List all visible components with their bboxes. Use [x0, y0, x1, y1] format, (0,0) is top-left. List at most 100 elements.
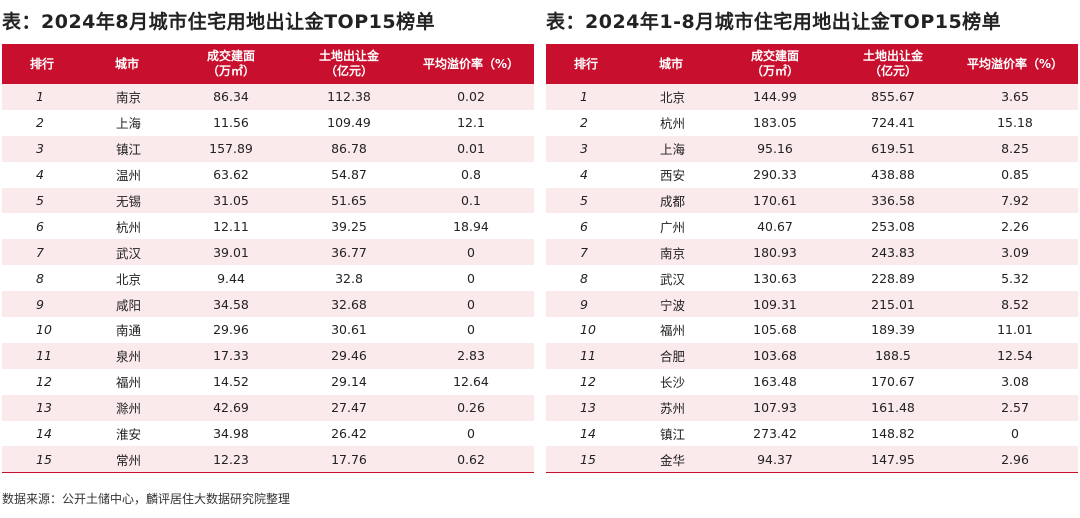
source-note: 数据来源：公开土储中心，麟评居住大数据研究院整理	[2, 492, 291, 506]
premium-rate-cell: 15.18	[997, 115, 1033, 131]
table-row: 10 南通 29.96 30.61 0	[2, 317, 534, 343]
city-cell: 上海	[660, 142, 686, 158]
table-row: 15 金华 94.37 147.95 2.96	[546, 446, 1078, 473]
city-cell: 常州	[116, 452, 142, 468]
land-revenue-cell: 147.95	[871, 451, 915, 467]
table-row: 11 泉州 17.33 29.46 2.83	[2, 342, 534, 369]
land-revenue-cell: 32.8	[335, 270, 363, 286]
rank-cell: 9	[580, 296, 588, 312]
premium-rate-cell: 0.1	[461, 193, 481, 208]
rank-cell: 8	[36, 270, 44, 286]
rank-cell: 1	[36, 89, 44, 105]
city-cell: 武汉	[116, 245, 142, 261]
land-revenue-cell: 27.47	[331, 400, 367, 416]
floor-area-cell: 34.58	[213, 296, 249, 312]
right-table-body: 1 北京 144.99 855.67 3.65 2 杭州 183.05 724.41 15.18 3…	[546, 84, 1078, 473]
land-revenue-cell: 189.39	[871, 322, 915, 338]
premium-rate-cell: 0.62	[457, 451, 485, 467]
table-row: 1 北京 144.99 855.67 3.65	[546, 84, 1078, 110]
premium-rate-cell: 2.96	[1001, 451, 1029, 467]
land-revenue-cell: 51.65	[331, 193, 367, 208]
premium-rate-cell: 0	[467, 244, 475, 260]
floor-area-cell: 42.69	[213, 400, 249, 416]
city-cell: 苏州	[660, 401, 686, 417]
table-row: 7 武汉 39.01 36.77 0	[2, 239, 534, 266]
premium-rate-cell: 12.64	[453, 374, 489, 390]
premium-rate-cell: 0.02	[457, 89, 485, 105]
premium-rate-cell: 0	[467, 426, 475, 442]
premium-rate-cell: 2.83	[457, 348, 485, 364]
rank-cell: 7	[36, 244, 44, 260]
table-row: 10 福州 105.68 189.39 11.01	[546, 317, 1078, 343]
premium-rate-cell: 8.52	[1001, 296, 1029, 312]
premium-rate-cell: 3.65	[1001, 89, 1029, 105]
column-header-city: 城市	[114, 56, 139, 71]
land-revenue-cell: 724.41	[871, 115, 915, 131]
rank-cell: 13	[580, 400, 596, 416]
floor-area-cell: 39.01	[213, 244, 249, 260]
floor-area-cell: 17.33	[213, 348, 249, 364]
city-cell: 北京	[116, 271, 142, 287]
rank-cell: 11	[36, 348, 52, 364]
land-revenue-cell: 26.42	[331, 426, 367, 442]
land-revenue-cell: 32.68	[331, 296, 367, 312]
table-row: 13 滁州 42.69 27.47 0.26	[2, 394, 534, 421]
floor-area-cell: 183.05	[753, 115, 797, 131]
table-row: 13 苏州 107.93 161.48 2.57	[546, 394, 1078, 421]
floor-area-cell: 86.34	[213, 89, 249, 105]
rank-cell: 4	[580, 167, 588, 183]
city-cell: 镇江	[116, 142, 142, 158]
table-row: 12 福州 14.52 29.14 12.64	[2, 368, 534, 395]
land-revenue-cell: 112.38	[327, 89, 371, 105]
land-revenue-cell: 215.01	[871, 296, 915, 312]
city-cell: 滁州	[116, 401, 142, 417]
premium-rate-cell: 7.92	[1001, 193, 1029, 208]
premium-rate-cell: 0	[1011, 426, 1019, 442]
land-revenue-cell: 17.76	[331, 451, 367, 467]
land-revenue-cell: 148.82	[871, 426, 915, 442]
premium-rate-cell: 0	[467, 296, 475, 312]
column-header-floor-area: 成交建面 （万㎡）	[750, 49, 799, 78]
land-revenue-cell: 188.5	[875, 348, 911, 364]
premium-rate-cell: 0.26	[457, 400, 485, 416]
city-cell: 淮安	[116, 427, 142, 443]
land-revenue-cell: 170.67	[871, 374, 915, 390]
premium-rate-cell: 18.94	[453, 218, 489, 234]
floor-area-cell: 180.93	[753, 244, 797, 260]
floor-area-cell: 95.16	[757, 141, 793, 157]
land-revenue-cell: 228.89	[871, 270, 915, 286]
rank-cell: 14	[580, 426, 596, 442]
floor-area-cell: 157.89	[209, 141, 253, 157]
right-table-title: 表：2024年1-8月城市住宅用地出让金TOP15榜单	[546, 11, 1002, 33]
floor-area-cell: 12.11	[213, 218, 249, 234]
table-row: 4 西安 290.33 438.88 0.85	[546, 161, 1078, 188]
floor-area-cell: 170.61	[753, 193, 797, 208]
rank-cell: 14	[36, 426, 52, 442]
city-cell: 南京	[660, 245, 686, 261]
floor-area-cell: 144.99	[753, 89, 797, 105]
column-header-premium-rate: 平均溢价率（%）	[422, 56, 520, 71]
premium-rate-cell: 2.26	[1001, 218, 1029, 234]
right-table-bottom-rule	[546, 472, 1078, 474]
left-table-header-row: 排行 城市 成交建面 （万㎡） 土地出让金 （亿元） 平均溢价率（%）	[2, 44, 534, 84]
land-revenue-cell: 161.48	[871, 400, 915, 416]
left-table-title: 表：2024年8月城市住宅用地出让金TOP15榜单	[2, 11, 436, 33]
land-revenue-cell: 243.83	[871, 244, 915, 260]
city-cell: 福州	[660, 323, 686, 339]
rank-cell: 10	[580, 322, 596, 338]
premium-rate-cell: 0	[467, 322, 475, 338]
rank-cell: 5	[36, 193, 44, 208]
floor-area-cell: 105.68	[753, 322, 797, 338]
city-cell: 南通	[116, 323, 142, 339]
rank-cell: 7	[580, 244, 588, 260]
premium-rate-cell: 0.8	[461, 167, 481, 183]
city-cell: 上海	[116, 116, 142, 132]
table-row: 6 广州 40.67 253.08 2.26	[546, 213, 1078, 240]
column-header-city: 城市	[658, 56, 683, 71]
land-revenue-cell: 36.77	[331, 244, 367, 260]
floor-area-cell: 12.23	[213, 451, 249, 467]
column-header-rank: 排行	[573, 56, 598, 71]
city-cell: 合肥	[660, 349, 686, 365]
premium-rate-cell: 3.09	[1001, 244, 1029, 260]
land-revenue-cell: 438.88	[871, 167, 915, 183]
